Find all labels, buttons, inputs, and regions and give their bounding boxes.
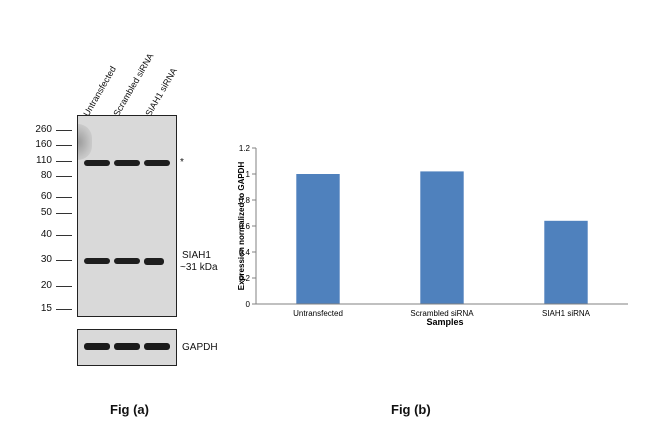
mw-tick [56,235,72,236]
y-axis-title: Expression normalized to GAPDH [237,162,246,291]
bar [296,174,340,304]
y-tick-label: 0.6 [239,222,251,231]
siah1-kda-label: ~31 kDa [180,262,218,273]
y-tick-label: 0.2 [239,274,251,283]
mw-tick [56,161,72,162]
mw-tick [56,176,72,177]
band-siah1-lane2 [114,258,140,264]
x-tick-label: Untransfected [293,309,343,318]
mw-label-260: 260 [35,124,52,135]
mw-label-30: 30 [40,254,52,265]
expression-bar-chart: Expression normalized to GAPDH 0 0.2 0.4 0.… [237,144,628,327]
nonspecific-asterisk: * [180,157,184,168]
mw-tick [56,309,72,310]
mw-label-80: 80 [40,170,52,181]
band-siah1-lane3 [144,258,164,265]
mw-tick [56,213,72,214]
band-siah1-lane1 [84,258,110,264]
y-tick-label: 0.8 [239,196,251,205]
mw-tick [56,286,72,287]
mw-label-50: 50 [40,207,52,218]
y-tick-label: 1.2 [239,144,251,153]
mw-label-40: 40 [40,229,52,240]
gapdh-blot-panel [77,329,177,366]
x-axis-title: Samples [426,317,463,327]
band-gapdh-lane1 [84,343,110,350]
x-axis: Untransfected Scrambled siRNA SIAH1 siRNA [256,303,628,318]
gapdh-label: GAPDH [182,342,218,353]
y-tick-label: 0.4 [239,248,251,257]
lane-label-siah1-sirna: SIAH1 siRNA [143,66,180,118]
mw-tick [56,130,72,131]
main-blot-panel [77,115,177,317]
x-tick-label: Scrambled siRNA [410,309,474,318]
mw-label-15: 15 [40,303,52,314]
mw-label-60: 60 [40,191,52,202]
mw-tick [56,145,72,146]
blot-smudge [78,124,92,160]
mw-label-110: 110 [36,155,52,166]
band-110-lane3 [144,160,170,166]
y-axis: 0 0.2 0.4 0.6 0.8 1 1.2 [239,144,257,309]
mw-tick [56,260,72,261]
x-tick-label: SIAH1 siRNA [542,309,591,318]
bar [420,171,464,304]
band-gapdh-lane3 [144,343,170,350]
mw-tick [56,197,72,198]
band-gapdh-lane2 [114,343,140,350]
band-110-lane2 [114,160,140,166]
bars [296,171,588,304]
y-tick-label: 1 [246,170,251,179]
mw-label-20: 20 [40,280,52,291]
mw-label-160: 160 [35,139,52,150]
siah1-label: SIAH1 [182,250,211,261]
y-tick-label: 0 [246,300,251,309]
fig-a-caption: Fig (a) [110,402,149,417]
fig-b-caption: Fig (b) [391,402,431,417]
bar [544,220,588,304]
band-110-lane1 [84,160,110,166]
